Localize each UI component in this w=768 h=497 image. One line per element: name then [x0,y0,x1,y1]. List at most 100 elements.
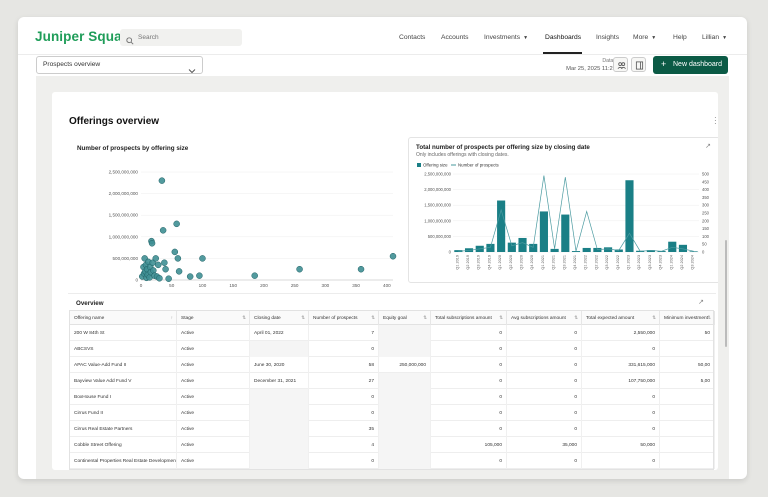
brand-logo[interactable]: Juniper Square [35,29,135,44]
user-menu[interactable]: Lillian ▼ [702,34,727,41]
table-cell [379,405,431,421]
plus-icon: + [661,59,667,69]
scatter-point [175,268,183,275]
table-cell: 35 [309,421,379,437]
table-cell [660,341,715,357]
column-header[interactable]: Number of prospects ⇅ [309,311,379,325]
scatter-chart: 2,500,000,000 2,000,000,000 1,500,000,000 1… [109,170,397,288]
column-header[interactable]: Minimum investment ⇅ [660,311,715,325]
overview-title: Overview [76,300,104,307]
expand-icon[interactable]: ↗ [698,299,704,306]
nav-accounts[interactable]: Accounts [441,34,469,41]
table-row[interactable]: Cirrus Real Estate Partners Active 35 0 0 0 [70,421,715,437]
x-tick-label: Q1 2019 [455,255,459,270]
table-cell [250,437,309,453]
column-header-label: Total subscriptions amount [435,316,492,321]
dashboard-select[interactable]: Prospects overview [36,56,203,74]
table-cell: APAC Value-Add Fund II [70,357,177,373]
x-tick-label: 300 [322,283,330,288]
table-cell [379,373,431,389]
table-row[interactable]: BoxHouse Fund I Active 0 0 0 0 [70,389,715,405]
table-row[interactable]: 200 W 84th St Active April 01, 2022 7 0 0 2,55… [70,325,715,341]
table-row[interactable]: APAC Value-Add Fund II Active June 30, 202… [70,357,715,373]
table-row[interactable]: Continental Properties Real Estate Devel… [70,453,715,469]
overview-table-section: Overview ↗ Offering name ↑ Stage ⇅ Closing d… [68,293,716,470]
column-header[interactable]: Offering name ↑ [70,311,177,325]
x-tick-label: Q2 2023 [637,255,641,270]
table-cell: 0 [431,421,507,437]
sort-icon[interactable]: ⇅ [652,315,656,320]
table-cell: 0 [507,325,582,341]
table-row[interactable]: Bayview Value Add Fund V Active December 3… [70,373,715,389]
search-box[interactable] [120,29,242,46]
x-tick-label: Q4 2020 [530,255,534,270]
more-options-icon[interactable]: · · · [714,113,717,128]
y-tick-label: 500,000,000 [112,256,138,261]
x-tick-label: Q2 2019 [466,255,470,270]
table-cell: Active [177,325,250,341]
bar-chart: Offering size Number of prospects 2,500,00… [417,163,710,270]
nav-investments[interactable]: Investments ▼ [484,34,528,41]
column-header-label: Number of prospects [313,316,358,321]
x-tick-label: Q3 2021 [562,255,566,270]
table-cell: 35,000 [507,437,582,453]
table-cell: 0 [507,373,582,389]
chevron-down-icon [188,61,196,79]
y-tick-label: 1,500,000,000 [109,213,139,218]
data-as-of-value: Mar 25, 2025 11:20 AM [566,66,626,72]
column-header[interactable]: Stage ⇅ [177,311,250,325]
nav-dashboards[interactable]: Dashboards [545,34,582,41]
offerings-overview-card: Offerings overview · · · Number of prospec… [52,92,718,470]
column-header[interactable]: Total subscriptions amount ⇅ [431,311,507,325]
table-cell [379,453,431,469]
column-header[interactable]: Equity goal ⇅ [379,311,431,325]
nav-contacts[interactable]: Contacts [399,34,426,41]
search-input[interactable] [138,31,238,44]
sort-icon[interactable]: ⇅ [707,315,711,320]
sort-icon[interactable]: ⇅ [242,315,246,320]
nav-more[interactable]: More ▼ [633,34,656,41]
table-row[interactable]: Cirrus Fund II Active 0 0 0 0 [70,405,715,421]
table-cell: 0 [431,373,507,389]
sort-icon[interactable]: ⇅ [371,315,375,320]
column-header[interactable]: Total expected amount ⇅ [582,311,660,325]
dashboard-info-button[interactable] [631,57,646,72]
table-cell: Active [177,437,250,453]
table-cell: 331,615,000 [582,357,660,373]
chevron-down-icon: ▼ [722,35,728,41]
x-tick-label: 200 [260,283,268,288]
share-users-button[interactable] [613,57,628,72]
x-tick-label: 400 [383,283,391,288]
new-dashboard-button[interactable]: + New dashboard [653,56,728,74]
table-row[interactable]: Cobble Street Offering Active 4 105,000 35,0… [70,437,715,453]
table-cell: 0 [309,453,379,469]
scatter-point [159,227,167,234]
sort-icon[interactable]: ⇅ [423,315,427,320]
bar [507,242,516,252]
sort-icon[interactable]: ⇅ [301,315,305,320]
bar [625,180,634,252]
sort-icon[interactable]: ⇅ [499,315,503,320]
y-tick-label: 0 [135,278,138,283]
table-cell: Bayview Value Add Fund V [70,373,177,389]
column-header[interactable]: Avg subscriptions amount ⇅ [507,311,582,325]
sort-icon[interactable]: ⇅ [574,315,578,320]
sort-icon[interactable]: ↑ [170,315,173,320]
scatter-point [165,275,172,282]
table-cell: Cirrus Fund II [70,405,177,421]
bar-chart-card: Total number of prospects per offering s… [408,137,718,283]
vertical-scrollbar[interactable] [725,240,727,347]
x-tick-label: Q3 2022 [605,255,609,270]
x-tick-label: Q1 2021 [541,255,545,270]
column-header-label: Closing date [254,316,281,321]
column-header[interactable]: Closing date ⇅ [250,311,309,325]
table-cell: 50,00 [660,357,715,373]
x-tick-label: Q1 2023 [626,255,630,270]
y-right-tick-label: 300 [702,203,710,208]
nav-help[interactable]: Help [673,34,687,41]
y-left-tick-label: 2,500,000,000 [424,172,451,177]
expand-icon[interactable]: ↗ [705,143,711,150]
table-cell: 0 [431,405,507,421]
table-row[interactable]: ABCSVS Active 0 0 0 0 [70,341,715,357]
nav-insights[interactable]: Insights [596,34,620,41]
